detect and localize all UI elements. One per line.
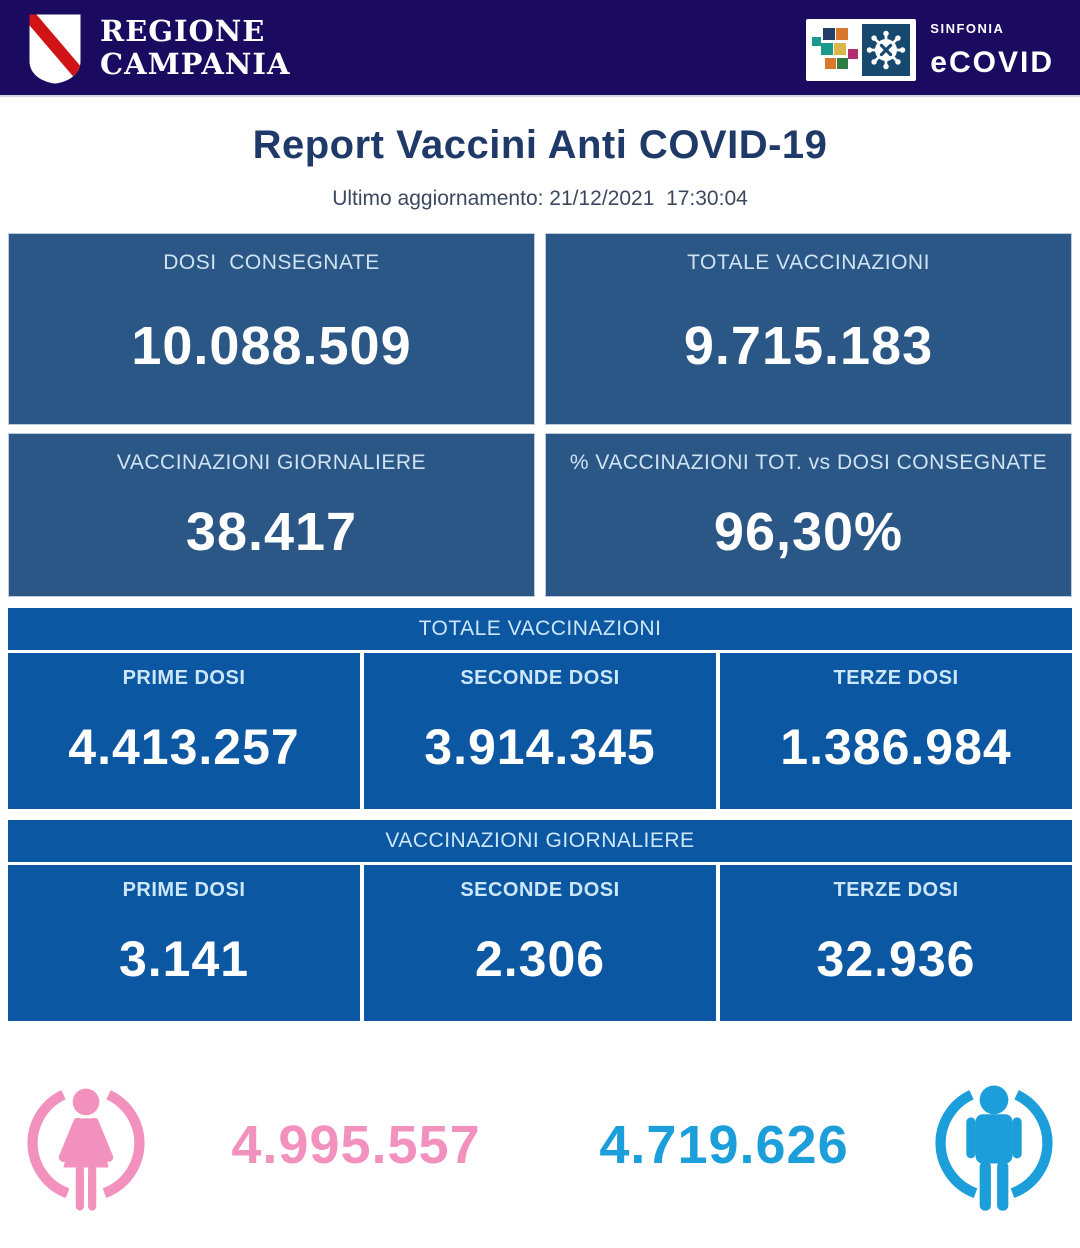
kpi-vaccinazioni-giornaliere: VACCINAZIONI GIORNALIERE 38.417 xyxy=(8,433,535,597)
female-icon xyxy=(27,1088,145,1211)
female-total-value: 4.995.557 xyxy=(231,1115,481,1175)
region-name: REGIONE CAMPANIA xyxy=(100,15,290,80)
last-update-text: Ultimo aggiornamento: 21/12/2021 17:30:0… xyxy=(332,187,748,210)
sinfonia-s-icon xyxy=(810,24,860,76)
cell-label: PRIME DOSI xyxy=(122,667,246,689)
sinfonia-label: SINFONIA xyxy=(930,20,1005,36)
campania-shield-icon xyxy=(29,13,81,84)
cell-terze-dosi-giornaliere: TERZE DOSI 32.936 xyxy=(720,865,1072,1021)
kpi-value: 38.417 xyxy=(185,501,358,562)
kpi-label: DOSI CONSEGNATE xyxy=(163,251,380,274)
cell-prime-dosi-totale: PRIME DOSI 4.413.257 xyxy=(8,653,360,809)
section-cells: PRIME DOSI 4.413.257 SECONDE DOSI 3.914.… xyxy=(8,653,1072,809)
cell-label: PRIME DOSI xyxy=(122,879,246,901)
kpi-totale-vaccinazioni: TOTALE VACCINAZIONI 9.715.183 xyxy=(545,233,1072,425)
section-vaccinazioni-giornaliere: VACCINAZIONI GIORNALIERE PRIME DOSI 3.14… xyxy=(8,820,1072,1021)
cell-value: 2.306 xyxy=(474,930,606,987)
kpi-value: 9.715.183 xyxy=(683,315,934,376)
section-cells: PRIME DOSI 3.141 SECONDE DOSI 2.306 TERZ… xyxy=(8,865,1072,1021)
section-title: TOTALE VACCINAZIONI xyxy=(8,608,1072,650)
cell-label: TERZE DOSI xyxy=(833,667,959,689)
cell-seconde-dosi-giornaliere: SECONDE DOSI 2.306 xyxy=(364,865,716,1021)
region-name-line1: REGIONE xyxy=(100,14,266,49)
region-name-line2: CAMPANIA xyxy=(100,46,291,81)
kpi-percent-vaccinazioni: % VACCINAZIONI TOT. vs DOSI CONSEGNATE 9… xyxy=(545,433,1072,597)
cell-value: 3.141 xyxy=(118,930,250,987)
male-total-value: 4.719.626 xyxy=(599,1115,849,1175)
cell-label: SECONDE DOSI xyxy=(460,879,620,901)
kpi-label: % VACCINAZIONI TOT. vs DOSI CONSEGNATE xyxy=(569,451,1048,474)
cell-value: 3.914.345 xyxy=(424,718,656,775)
kpi-label: VACCINAZIONI GIORNALIERE xyxy=(116,451,427,474)
cell-prime-dosi-giornaliere: PRIME DOSI 3.141 xyxy=(8,865,360,1021)
kpi-dosi-consegnate: DOSI CONSEGNATE 10.088.509 xyxy=(8,233,535,425)
section-totale-vaccinazioni: TOTALE VACCINAZIONI PRIME DOSI 4.413.257… xyxy=(8,608,1072,809)
kpi-grid: DOSI CONSEGNATE 10.088.509 TOTALE VACCIN… xyxy=(8,233,1072,597)
virus-icon xyxy=(862,23,911,76)
cell-seconde-dosi-totale: SECONDE DOSI 3.914.345 xyxy=(364,653,716,809)
kpi-value: 96,30% xyxy=(713,501,904,562)
kpi-value: 10.088.509 xyxy=(131,315,412,376)
dashboard-content: DOSI CONSEGNATE 10.088.509 TOTALE VACCIN… xyxy=(0,233,1080,1021)
page-title: Report Vaccini Anti COVID-19 xyxy=(252,123,828,167)
cell-value: 32.936 xyxy=(816,930,976,987)
male-icon xyxy=(935,1085,1053,1211)
sinfonia-brand: SINFONIA eCOVID xyxy=(806,15,1054,81)
gender-split-row: 4.995.557 4.719.626 xyxy=(0,1063,1080,1227)
sinfonia-text-block: SINFONIA eCOVID xyxy=(930,15,1054,80)
header-bar: REGIONE CAMPANIA xyxy=(0,0,1080,97)
cell-value: 1.386.984 xyxy=(780,718,1012,775)
cell-terze-dosi-totale: TERZE DOSI 1.386.984 xyxy=(720,653,1072,809)
cell-label: SECONDE DOSI xyxy=(460,667,620,689)
kpi-label: TOTALE VACCINAZIONI xyxy=(687,251,930,274)
cell-value: 4.413.257 xyxy=(68,718,300,775)
ecovid-label: eCOVID xyxy=(930,45,1054,79)
cell-label: TERZE DOSI xyxy=(833,879,959,901)
sinfonia-logo-box xyxy=(806,18,917,81)
section-title: VACCINAZIONI GIORNALIERE xyxy=(8,820,1072,862)
